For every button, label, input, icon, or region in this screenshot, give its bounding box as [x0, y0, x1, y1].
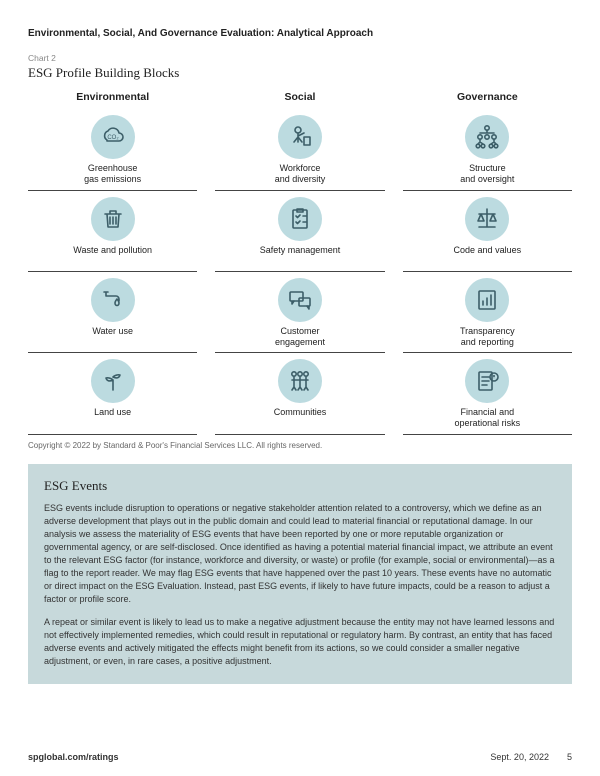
scales-icon	[465, 197, 509, 241]
events-paragraph-2: A repeat or similar event is likely to l…	[44, 616, 556, 668]
cloud-co2-icon: CO₂	[91, 115, 135, 159]
building-block-cell: Structureand oversight	[403, 109, 572, 191]
cell-label: Transparencyand reporting	[403, 326, 572, 349]
cell-label: Safety management	[215, 245, 384, 267]
cell-label: Land use	[28, 407, 197, 429]
building-block-cell: Land use	[28, 353, 197, 435]
building-block-cell: Financial andoperational risks	[403, 353, 572, 435]
column-header: Governance	[403, 87, 572, 109]
sprout-icon	[91, 359, 135, 403]
footer-page-number: 5	[567, 752, 572, 762]
esg-events-box: ESG Events ESG events include disruption…	[28, 464, 572, 685]
building-block-cell: CO₂ Greenhousegas emissions	[28, 109, 197, 191]
cell-label: Greenhousegas emissions	[28, 163, 197, 186]
cell-label: Code and values	[403, 245, 572, 267]
cell-label: Structureand oversight	[403, 163, 572, 186]
building-block-cell: Water use	[28, 272, 197, 354]
footer-date: Sept. 20, 2022	[490, 752, 549, 762]
report-icon	[465, 278, 509, 322]
cell-label: Waste and pollution	[28, 245, 197, 267]
building-block-cell: Transparencyand reporting	[403, 272, 572, 354]
column-header: Environmental	[28, 87, 197, 109]
footer-site: spglobal.com/ratings	[28, 752, 119, 762]
building-block-cell: Communities	[215, 353, 384, 435]
trash-icon	[91, 197, 135, 241]
worker-icon	[278, 115, 322, 159]
column-header: Social	[215, 87, 384, 109]
building-block-cell: Code and values	[403, 191, 572, 272]
chart-title: ESG Profile Building Blocks	[28, 65, 572, 81]
events-title: ESG Events	[44, 478, 556, 494]
building-block-cell: Workforceand diversity	[215, 109, 384, 191]
org-chart-icon	[465, 115, 509, 159]
cell-label: Financial andoperational risks	[403, 407, 572, 430]
doc-title: Environmental, Social, And Governance Ev…	[28, 28, 572, 39]
doc-alert-icon	[465, 359, 509, 403]
cell-label: Water use	[28, 326, 197, 348]
checklist-icon	[278, 197, 322, 241]
people-icon	[278, 359, 322, 403]
building-block-cell: Safety management	[215, 191, 384, 272]
tap-icon	[91, 278, 135, 322]
svg-text:CO₂: CO₂	[107, 135, 119, 141]
page-footer: spglobal.com/ratings Sept. 20, 2022 5	[28, 752, 572, 762]
building-blocks-grid: Environmental Social Governance CO₂ Greenhou…	[28, 87, 572, 435]
cell-label: Workforceand diversity	[215, 163, 384, 186]
events-paragraph-1: ESG events include disruption to operati…	[44, 502, 556, 606]
speech-icon	[278, 278, 322, 322]
cell-label: Customerengagement	[215, 326, 384, 349]
chart-number-label: Chart 2	[28, 53, 572, 63]
copyright-text: Copyright © 2022 by Standard & Poor's Fi…	[28, 441, 572, 450]
building-block-cell: Customerengagement	[215, 272, 384, 354]
building-block-cell: Waste and pollution	[28, 191, 197, 272]
cell-label: Communities	[215, 407, 384, 429]
